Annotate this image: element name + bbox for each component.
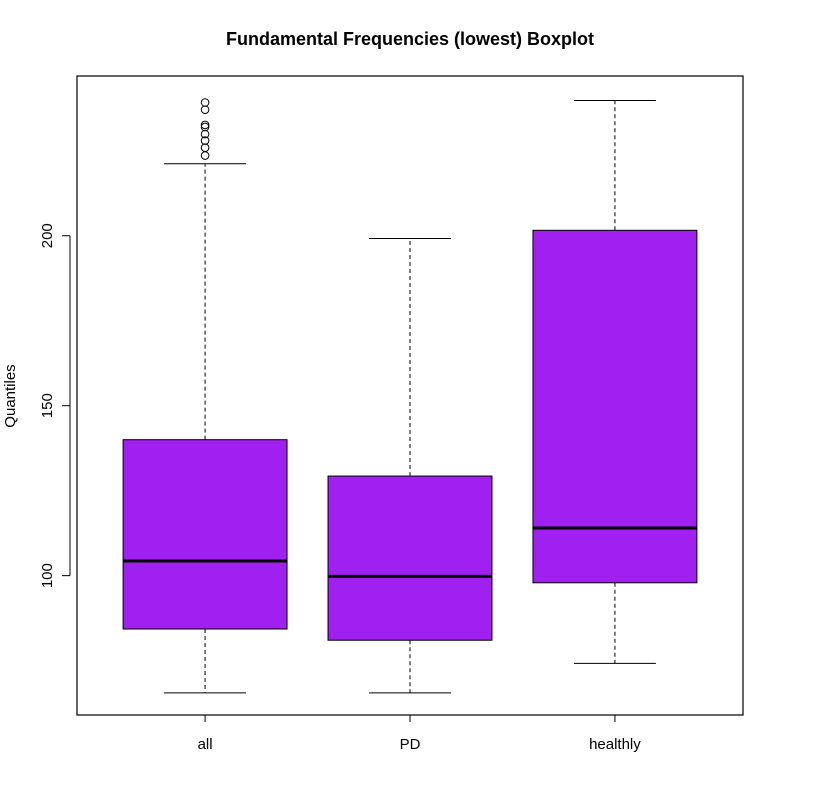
y-axis-label: Quantiles [2, 364, 19, 427]
outlier-point [200, 151, 210, 160]
outlier-point [200, 143, 210, 153]
y-axis: 100 150 200 [39, 223, 71, 588]
y-tick-label: 150 [39, 393, 56, 418]
box-group-pd [327, 237, 493, 694]
iqr-box [327, 475, 493, 641]
x-tick-label: PD [400, 736, 421, 753]
x-tick-label: healthly [589, 736, 641, 753]
outlier-point [200, 120, 210, 130]
box-group-healthly [532, 99, 698, 664]
x-axis: all PD healthly [198, 714, 641, 753]
outlier-point [200, 122, 210, 132]
outlier-point [200, 105, 210, 114]
iqr-box [532, 229, 698, 584]
x-tick-label: all [198, 736, 213, 753]
outlier-point [200, 98, 210, 107]
y-tick-label: 100 [39, 563, 56, 588]
boxes-layer [122, 98, 698, 694]
outlier-point [200, 136, 210, 145]
y-tick-label: 200 [39, 223, 56, 248]
iqr-box [122, 439, 288, 630]
chart-title: Fundamental Frequencies (lowest) Boxplot [226, 29, 594, 49]
box-group-all [122, 98, 288, 694]
